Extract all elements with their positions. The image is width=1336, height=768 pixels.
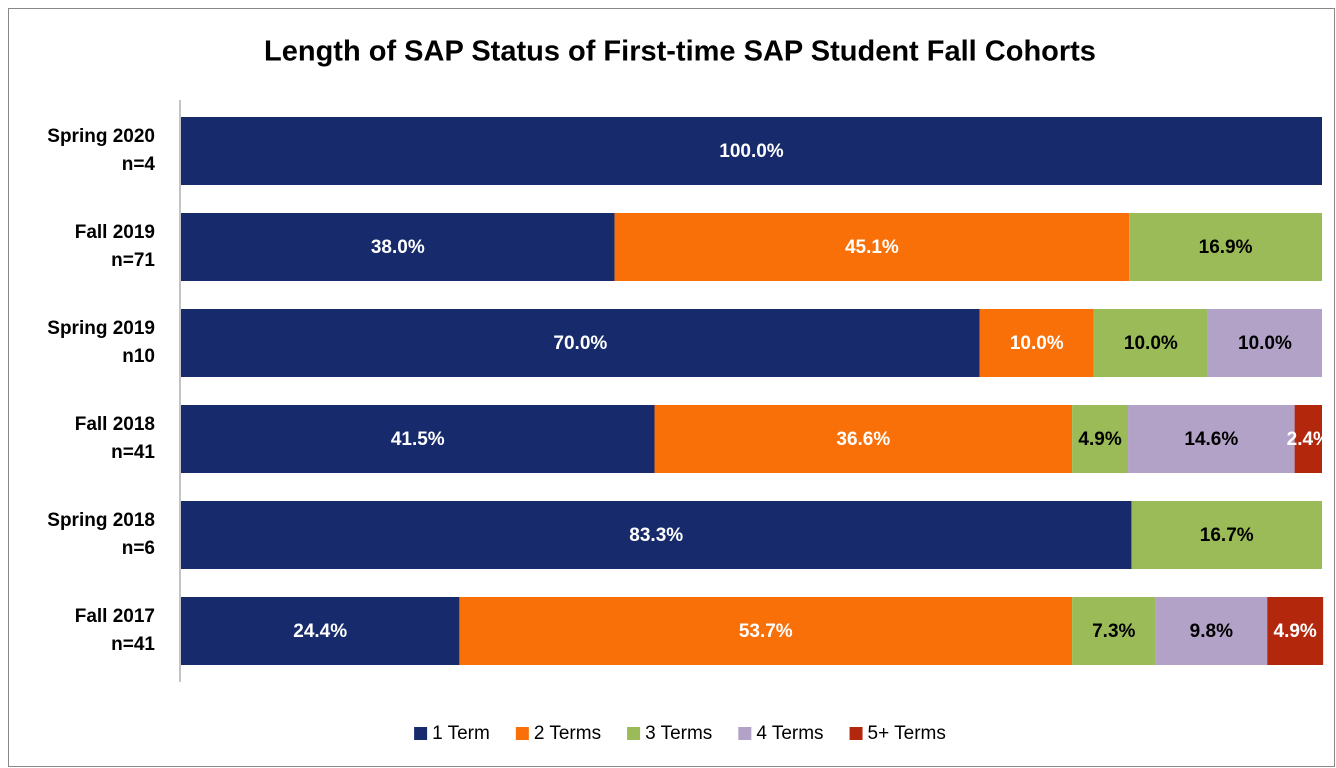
bar-segment (614, 213, 1130, 281)
bar-segment (654, 405, 1073, 473)
legend-label: 3 Terms (645, 723, 712, 744)
bar-segment (459, 597, 1073, 665)
y-tick-label: Fall 2017 (75, 606, 155, 627)
legend-swatch (738, 727, 752, 740)
bar-segment (1072, 597, 1156, 665)
y-tick-label: Spring 2020 (47, 126, 155, 147)
legend-swatch (414, 727, 428, 740)
y-tick-label: Fall 2018 (75, 414, 155, 435)
data-label: 70.0% (553, 333, 607, 354)
bar-segment (1093, 309, 1208, 377)
y-tick-label: n=41 (111, 442, 155, 463)
data-label: 100.0% (719, 141, 784, 162)
y-tick-label: Fall 2019 (75, 222, 155, 243)
bar-segment (181, 309, 980, 377)
legend-label: 2 Terms (534, 723, 601, 744)
y-tick-label: n=71 (111, 250, 155, 271)
y-tick-label: n=6 (122, 538, 155, 559)
data-label: 10.0% (1124, 333, 1178, 354)
y-tick-label: n=41 (111, 634, 155, 655)
bar-segment (181, 117, 1322, 185)
legend-label: 5+ Terms (868, 723, 946, 744)
legend-swatch (627, 727, 641, 740)
y-tick-label: n10 (122, 346, 155, 367)
data-label: 4.9% (1078, 429, 1121, 450)
bar-segment (1155, 597, 1268, 665)
data-label: 41.5% (391, 429, 445, 450)
data-label: 2.4% (1287, 429, 1330, 450)
data-label: 7.3% (1092, 621, 1135, 642)
bar-segment (1129, 213, 1322, 281)
data-label: 36.6% (836, 429, 890, 450)
bar-segment (1131, 501, 1322, 569)
legend-swatch (515, 727, 529, 740)
y-tick-label: Spring 2018 (47, 510, 155, 531)
bar-segment (1128, 405, 1295, 473)
data-label: 83.3% (629, 525, 683, 546)
bar-segment (1267, 597, 1324, 665)
data-label: 16.7% (1200, 525, 1254, 546)
y-tick-label: n=4 (122, 154, 156, 175)
data-label: 45.1% (845, 237, 899, 258)
data-label: 16.9% (1199, 237, 1253, 258)
data-label: 9.8% (1190, 621, 1233, 642)
legend-label: 1 Term (432, 723, 490, 744)
data-label: 10.0% (1238, 333, 1292, 354)
legend-label: 4 Terms (756, 723, 823, 744)
data-label: 10.0% (1010, 333, 1064, 354)
bar-segment (1207, 309, 1322, 377)
legend-swatch (849, 727, 863, 740)
y-tick-label: Spring 2019 (47, 318, 155, 339)
data-label: 24.4% (293, 621, 347, 642)
bar-segment (1294, 405, 1322, 473)
data-label: 38.0% (371, 237, 425, 258)
data-label: 4.9% (1274, 621, 1317, 642)
bar-segment (181, 213, 615, 281)
bar-segment (181, 501, 1132, 569)
chart-title: Length of SAP Status of First-time SAP S… (264, 36, 1096, 68)
bar-segment (181, 597, 460, 665)
data-label: 53.7% (739, 621, 793, 642)
data-label: 14.6% (1184, 429, 1238, 450)
bar-segment (181, 405, 655, 473)
bar-segment (1072, 405, 1129, 473)
bar-segment (979, 309, 1094, 377)
